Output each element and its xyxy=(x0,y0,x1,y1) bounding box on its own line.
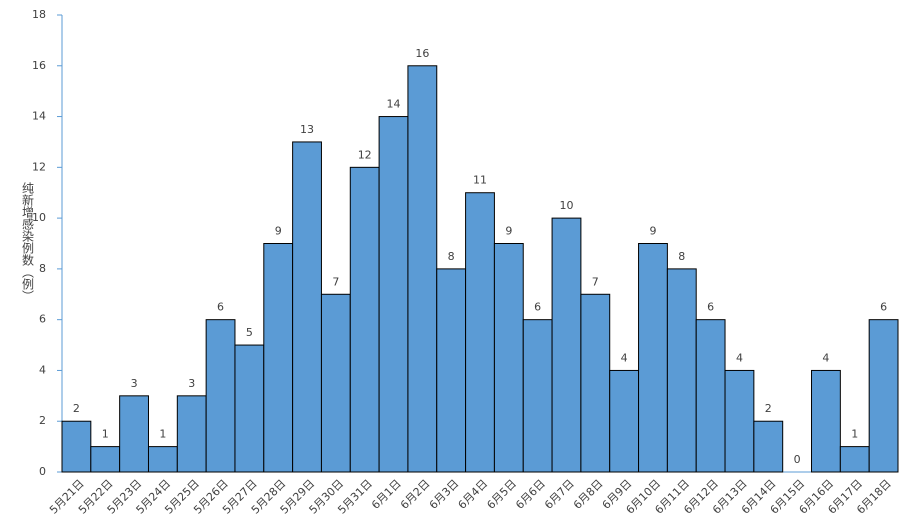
bar xyxy=(753,420,784,473)
value-label: 7 xyxy=(592,275,599,288)
value-label: 0 xyxy=(794,453,801,466)
value-label: 8 xyxy=(678,250,685,263)
bar xyxy=(436,268,467,473)
bar xyxy=(320,293,351,473)
bar xyxy=(638,243,668,473)
bar xyxy=(811,369,841,473)
bar xyxy=(349,166,380,473)
bar xyxy=(205,319,236,473)
value-label: 10 xyxy=(559,199,573,212)
value-label: 2 xyxy=(765,402,772,415)
y-tick-label: 14 xyxy=(32,110,46,123)
x-tick-label: 6月2日 xyxy=(398,477,433,512)
value-label: 1 xyxy=(851,428,858,441)
bar xyxy=(522,319,553,473)
value-label: 9 xyxy=(505,225,512,238)
bar xyxy=(407,65,438,473)
value-label: 3 xyxy=(131,377,138,390)
value-label: 9 xyxy=(275,225,282,238)
x-tick-label: 6月3日 xyxy=(427,477,462,512)
y-tick-label: 16 xyxy=(32,59,46,72)
bar xyxy=(234,344,265,473)
y-tick-label: 8 xyxy=(39,262,46,275)
value-label: 4 xyxy=(736,351,743,364)
value-label: 1 xyxy=(159,428,166,441)
x-tick-label: 6月5日 xyxy=(484,477,519,512)
y-tick-label: 0 xyxy=(39,465,46,478)
bar xyxy=(90,446,121,473)
value-label: 4 xyxy=(621,351,628,364)
y-tick-label: 2 xyxy=(39,414,46,427)
value-label: 8 xyxy=(448,250,455,263)
y-axis-label: 纯新增感染例数（例） xyxy=(21,182,35,302)
bar xyxy=(378,116,409,473)
value-label: 6 xyxy=(217,301,224,314)
y-tick-label: 10 xyxy=(32,211,46,224)
value-label: 4 xyxy=(822,351,829,364)
bar xyxy=(666,268,697,473)
x-tick-label: 6月8日 xyxy=(571,477,606,512)
bar xyxy=(61,420,92,473)
x-tick-label: 6月1日 xyxy=(369,477,404,512)
value-label: 7 xyxy=(332,275,339,288)
bar xyxy=(695,319,726,473)
bar xyxy=(263,243,294,473)
value-label: 3 xyxy=(188,377,195,390)
value-label: 1 xyxy=(102,428,109,441)
bar xyxy=(839,446,870,473)
value-label: 12 xyxy=(358,148,372,161)
bar xyxy=(465,192,495,473)
y-tick-label: 12 xyxy=(32,160,46,173)
bar xyxy=(119,395,149,473)
value-label: 2 xyxy=(73,402,80,415)
bar xyxy=(609,369,640,473)
y-tick-label: 4 xyxy=(39,363,46,376)
value-label: 13 xyxy=(300,123,314,136)
x-tick-label: 6月7日 xyxy=(542,477,577,512)
bar xyxy=(176,395,207,473)
x-tick-label: 6月6日 xyxy=(513,477,548,512)
y-tick-label: 18 xyxy=(32,8,46,21)
value-label: 5 xyxy=(246,326,253,339)
value-label: 16 xyxy=(415,47,429,60)
value-label: 14 xyxy=(387,98,401,111)
value-label: 9 xyxy=(649,225,656,238)
bar xyxy=(551,217,582,473)
y-tick-label: 6 xyxy=(39,313,46,326)
bar xyxy=(724,369,755,473)
value-label: 6 xyxy=(707,301,714,314)
bar xyxy=(580,293,611,473)
bar xyxy=(147,446,178,473)
bar xyxy=(868,319,899,473)
x-tick-label: 6月4日 xyxy=(456,477,491,512)
bar xyxy=(493,243,524,473)
value-label: 6 xyxy=(534,301,541,314)
value-label: 11 xyxy=(473,174,487,187)
value-label: 6 xyxy=(880,301,887,314)
bar xyxy=(292,141,322,473)
